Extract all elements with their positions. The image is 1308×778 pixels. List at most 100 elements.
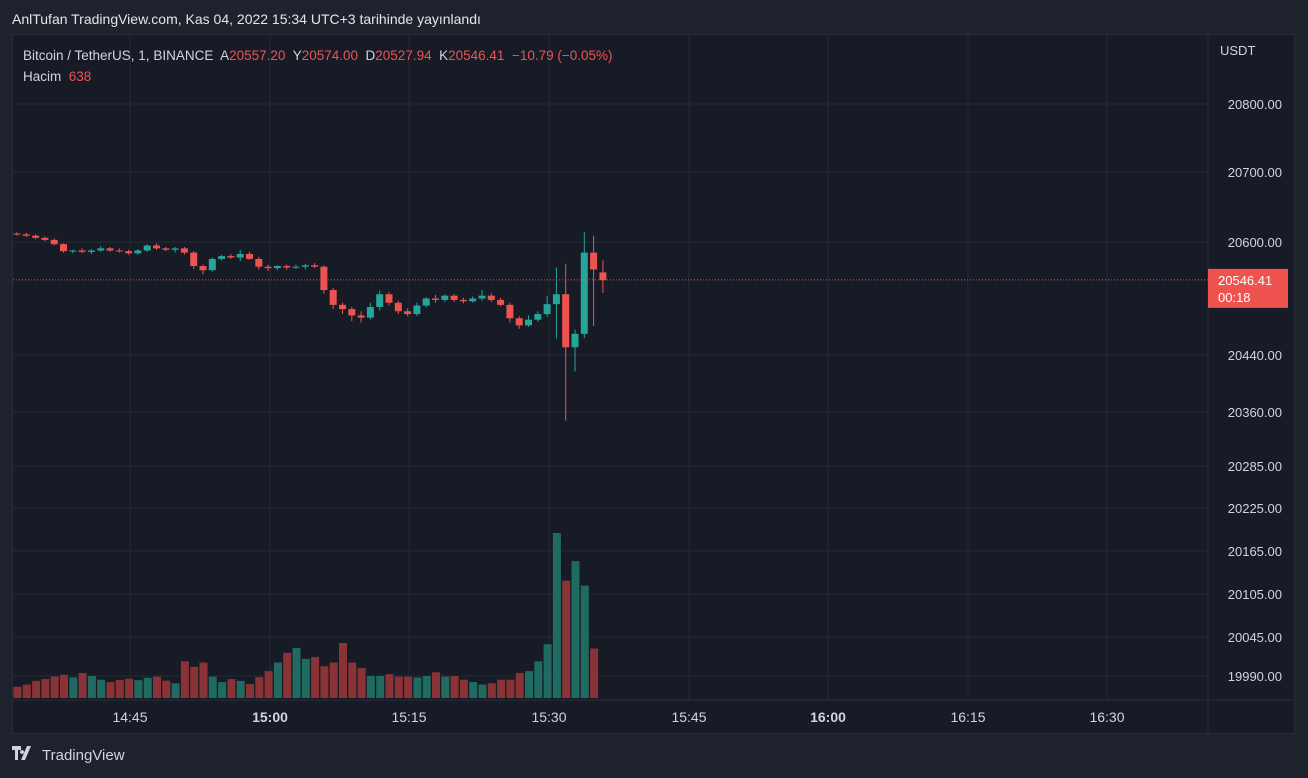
candle-body (329, 290, 337, 305)
candle-body (469, 298, 477, 302)
low-value: 20527.94 (375, 48, 432, 63)
price-tick-label: 19990.00 (1228, 669, 1282, 684)
volume-bar (32, 680, 41, 698)
candle-body (273, 266, 281, 269)
volume-bar (60, 674, 68, 698)
candle-body (218, 256, 226, 259)
candle-body (404, 311, 412, 315)
volume-bar (115, 679, 124, 698)
volume-bar (162, 680, 171, 698)
open-label: A (220, 48, 230, 63)
time-tick-label: 15:45 (671, 709, 706, 725)
volume-bar (469, 682, 478, 698)
volume-bar (422, 676, 431, 698)
volume-bar (320, 666, 329, 698)
candle-body (97, 248, 105, 251)
candle-body (236, 254, 244, 258)
volume-bar (459, 679, 468, 698)
volume-bar (134, 680, 143, 698)
time-tick-label: 15:00 (252, 709, 288, 725)
candle-body (562, 294, 570, 348)
chart-legend: Bitcoin / TetherUS, 1, BINANCE A20557.20… (23, 45, 613, 87)
time-tick-label: 14:45 (112, 709, 147, 725)
volume-bar (190, 666, 199, 698)
volume-bar (143, 677, 152, 698)
close-value: 20546.41 (448, 48, 505, 63)
candle-body (162, 248, 170, 250)
candle-body (171, 248, 179, 250)
candle-body (357, 315, 365, 318)
volume-bar (292, 647, 301, 698)
low-label: D (365, 48, 376, 63)
volume-bar (22, 684, 31, 698)
last-price-countdown: 00:18 (1218, 290, 1251, 305)
volume-bar (283, 652, 292, 698)
price-tick-label: 20225.00 (1228, 501, 1282, 516)
volume-bar (497, 679, 506, 698)
candle-body (422, 298, 430, 306)
volume-bar (348, 662, 357, 698)
volume-bar (69, 677, 78, 698)
last-price-value: 20546.41 (1218, 273, 1272, 288)
volume-bar (199, 662, 208, 698)
volume-value: 638 (68, 69, 92, 84)
candle-body (413, 305, 421, 315)
candle-body (125, 251, 133, 254)
volume-bar (273, 662, 282, 698)
candle-body (311, 265, 319, 267)
volume-bar (125, 678, 134, 698)
candle-body (50, 239, 58, 245)
volume-bar (515, 672, 524, 698)
candle-body (180, 248, 188, 253)
candle-body (432, 298, 439, 300)
volume-bar (580, 585, 589, 698)
candle-body (339, 304, 346, 310)
volume-bar (171, 683, 180, 698)
volume-bar (87, 676, 96, 698)
last-price-badge (1208, 268, 1288, 308)
open-value: 20557.20 (229, 48, 286, 63)
candle-body (552, 294, 560, 305)
volume-bar (552, 533, 561, 698)
volume-bar (97, 679, 106, 698)
volume-bar (246, 683, 254, 698)
volume-label[interactable]: Hacim (23, 69, 62, 84)
candle-body (301, 265, 309, 267)
candle-body (571, 333, 579, 348)
high-label: Y (292, 48, 302, 63)
volume-bar (534, 661, 543, 698)
volume-bar (236, 680, 245, 698)
volume-bar (301, 658, 310, 698)
candle-body (394, 302, 402, 312)
candle-body (515, 318, 523, 326)
time-tick-label: 15:30 (531, 709, 566, 725)
volume-bar (450, 676, 459, 698)
candle-body (599, 272, 607, 281)
candle-body (41, 237, 49, 240)
volume-bar (264, 671, 273, 698)
volume-bar (106, 682, 115, 698)
candle-body (153, 245, 160, 249)
candle-body (590, 252, 598, 270)
candle-body (60, 244, 67, 252)
volume-bar (525, 671, 533, 698)
volume-bar (487, 683, 496, 698)
volume-bar (50, 676, 59, 698)
price-tick-label: 20440.00 (1228, 348, 1282, 363)
volume-bar (366, 676, 375, 698)
candle-body (543, 304, 551, 315)
volume-bar (218, 682, 227, 698)
volume-bar (208, 676, 217, 698)
candle-body (190, 252, 198, 267)
chart-panel[interactable] (12, 34, 1295, 734)
candle-body (115, 250, 123, 252)
volume-bar (376, 676, 385, 698)
candle-body (199, 266, 207, 271)
candle-body (106, 248, 114, 251)
symbol-label[interactable]: Bitcoin / TetherUS, 1, BINANCE (23, 48, 214, 63)
tradingview-logo[interactable]: TradingView (12, 746, 125, 764)
time-tick-label: 16:30 (1089, 709, 1124, 725)
volume-bar (78, 672, 87, 698)
candle-body (450, 295, 458, 300)
